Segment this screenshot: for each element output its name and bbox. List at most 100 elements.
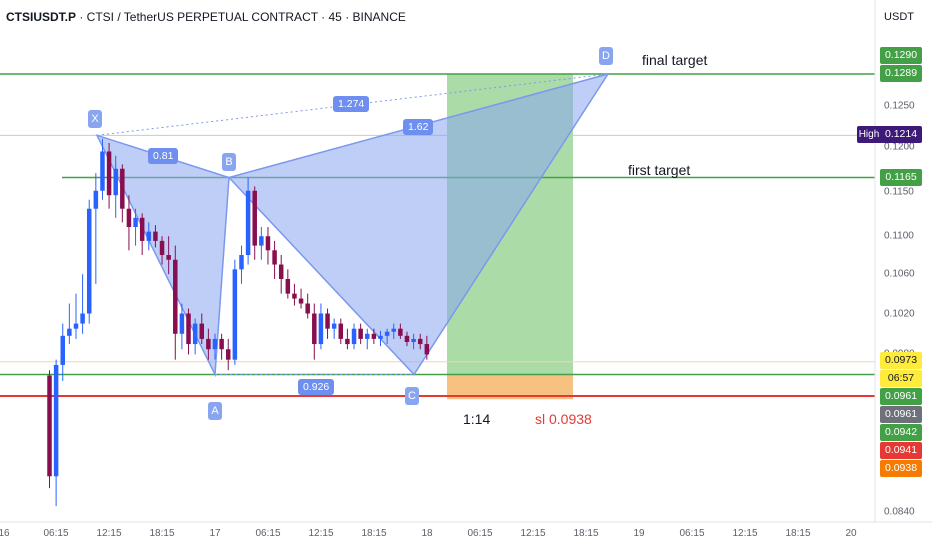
- candle-body: [86, 208, 92, 314]
- x-tick: 12:15: [732, 528, 758, 539]
- candle-body: [325, 313, 330, 329]
- candle-body: [292, 293, 297, 299]
- y-tick: 0.1100: [884, 230, 914, 242]
- candle-body: [60, 335, 65, 365]
- candle-body: [345, 338, 350, 345]
- first-target-label: first target: [628, 162, 691, 178]
- pattern-point-x[interactable]: X: [88, 110, 102, 128]
- pattern-point-b[interactable]: B: [222, 153, 236, 171]
- candle-body: [139, 217, 145, 241]
- x-tick: 18: [421, 528, 433, 539]
- x-tick: 06:15: [43, 528, 69, 539]
- high-tag: High: [857, 126, 881, 143]
- price-badge-last: 0.0973: [880, 352, 922, 369]
- candle-body: [272, 250, 277, 265]
- x-tick: 12:15: [520, 528, 546, 539]
- price-badge-stop: 0.0938: [880, 460, 922, 477]
- candle-body: [391, 328, 396, 332]
- candle-body: [212, 338, 218, 350]
- price-badge-first-target: 0.1165: [880, 169, 922, 186]
- candle-body: [259, 236, 264, 246]
- candle-body: [73, 323, 79, 329]
- symbol-label: CTSIUSDT.P: [6, 10, 77, 24]
- candle-body: [265, 236, 271, 251]
- price-badge-green: 0.0942: [880, 424, 922, 441]
- x-tick: 16: [0, 528, 10, 539]
- candle-body: [378, 335, 383, 339]
- candles: [47, 138, 430, 507]
- final-target-label: final target: [642, 52, 708, 68]
- price-badge-red: 0.0941: [880, 442, 922, 459]
- candle-body: [133, 217, 138, 227]
- candle-body: [278, 264, 284, 279]
- candle-body: [120, 168, 125, 209]
- price-badge-final-high: 0.1290: [880, 47, 922, 64]
- candle-body: [411, 338, 416, 342]
- candle-body: [384, 331, 390, 336]
- x-tick: 06:15: [467, 528, 493, 539]
- x-tick: 12:15: [308, 528, 334, 539]
- candle-body: [298, 298, 304, 304]
- y-tick: 0.1150: [884, 186, 914, 198]
- candle-body: [192, 323, 198, 345]
- x-tick: 18:15: [785, 528, 811, 539]
- candle-body: [93, 190, 99, 209]
- x-tick: 18:15: [361, 528, 387, 539]
- candle-body: [166, 255, 171, 260]
- candle-body: [47, 375, 52, 477]
- candle-body: [113, 168, 118, 196]
- pattern-point-c[interactable]: C: [405, 387, 419, 405]
- x-tick: 18:15: [149, 528, 175, 539]
- x-tick: 06:15: [255, 528, 281, 539]
- x-tick: 20: [845, 528, 857, 539]
- y-tick: 0.1020: [884, 308, 915, 320]
- candle-body: [153, 231, 158, 241]
- y-tick: 0.1060: [884, 268, 915, 280]
- candle-body: [53, 364, 59, 477]
- candle-body: [351, 328, 357, 345]
- candle-body: [331, 323, 337, 329]
- ratio-bcd: 1.62: [403, 119, 434, 135]
- candle-body: [239, 255, 244, 270]
- stop-loss-label: sl 0.0938: [535, 411, 592, 427]
- candle-body: [312, 313, 317, 345]
- x-tick: 19: [633, 528, 645, 539]
- pattern-point-d[interactable]: D: [599, 47, 613, 65]
- candle-body: [179, 313, 185, 334]
- contract-label: · CTSI / TetherUS PERPETUAL CONTRACT · 4…: [76, 10, 406, 24]
- candle-body: [318, 313, 324, 345]
- candle-body: [173, 259, 178, 334]
- candle-body: [126, 208, 132, 227]
- candle-body: [232, 269, 238, 360]
- y-tick: 0.0840: [884, 506, 915, 518]
- price-badge-entry: 0.0961: [880, 388, 922, 405]
- y-tick: 0.1250: [884, 100, 915, 112]
- candle-body: [225, 349, 231, 360]
- countdown-badge: 06:57: [880, 370, 922, 387]
- candle-body: [146, 231, 152, 241]
- candle-body: [365, 333, 370, 339]
- candle-body: [199, 323, 205, 339]
- candle-body: [100, 151, 105, 191]
- candle-body: [67, 328, 72, 336]
- candle-body: [358, 328, 363, 339]
- candle-body: [245, 190, 251, 256]
- unit-label[interactable]: USDT: [884, 11, 914, 23]
- pattern-xd-connector: [96, 73, 609, 136]
- x-tick: 17: [209, 528, 221, 539]
- candle-body: [186, 313, 191, 345]
- chart-title: CTSIUSDT.P · CTSI / TetherUS PERPETUAL C…: [6, 10, 406, 24]
- candle-body: [371, 333, 377, 339]
- x-tick: 18:15: [573, 528, 599, 539]
- pattern-point-a[interactable]: A: [208, 402, 222, 420]
- candle-body: [206, 338, 211, 350]
- candle-body: [305, 303, 310, 314]
- candle-body: [285, 278, 291, 294]
- candle-body: [252, 190, 257, 246]
- price-badge-gray: 0.0961: [880, 406, 922, 423]
- candle-body: [219, 338, 224, 350]
- ratio-abc: 0.926: [298, 379, 335, 395]
- ratio-xad: 1.274: [333, 96, 370, 112]
- price-badge-final-target: 0.1289: [880, 65, 922, 82]
